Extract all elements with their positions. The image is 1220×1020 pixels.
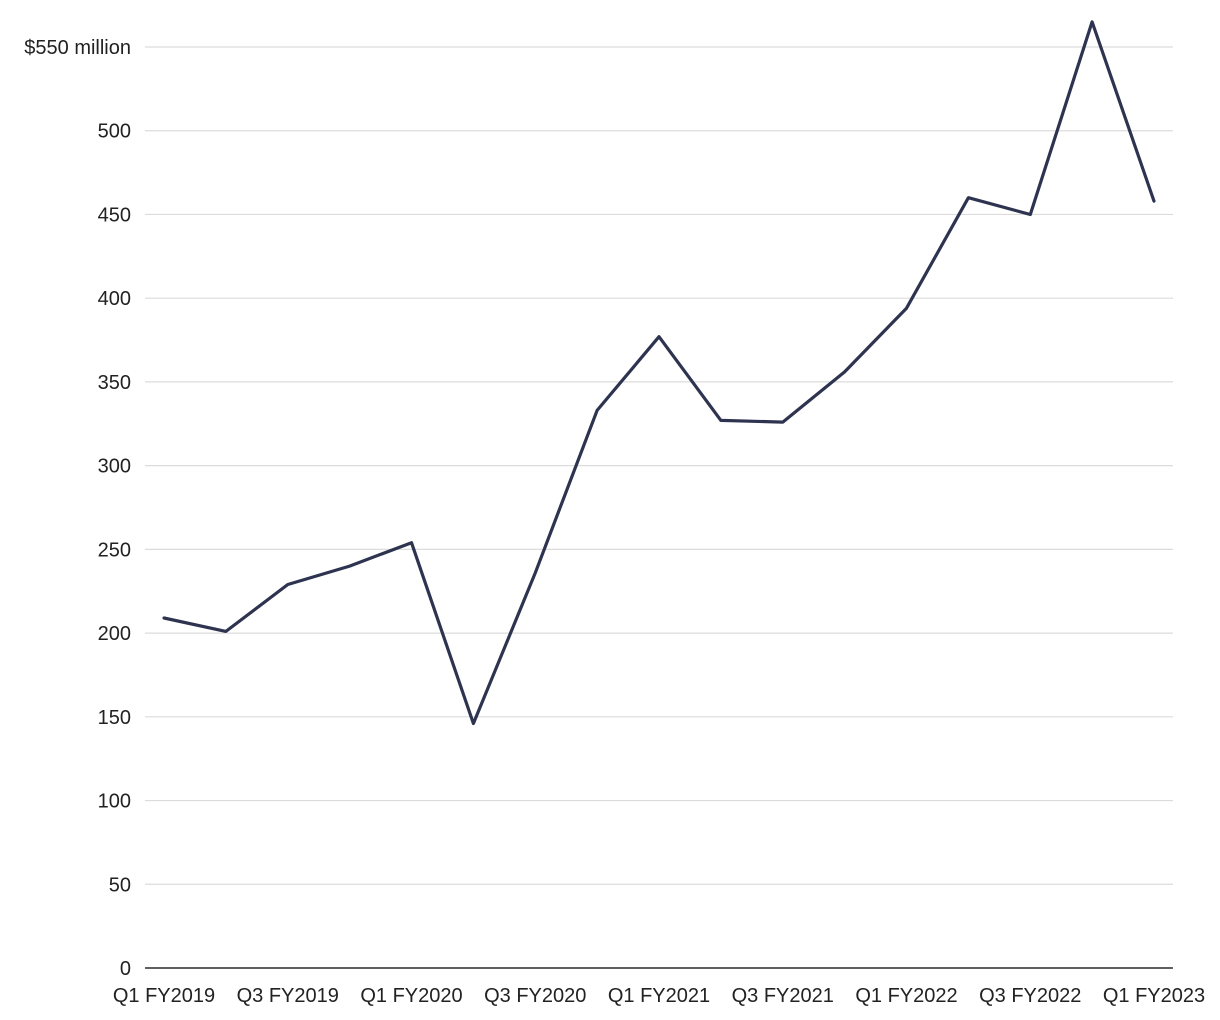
y-tick-label: 200 bbox=[98, 623, 131, 645]
x-tick-label: Q1 FY2022 bbox=[855, 985, 957, 1007]
y-tick-label: 0 bbox=[120, 958, 131, 980]
series-line bbox=[162, 20, 1156, 726]
y-tick-label: 500 bbox=[98, 121, 131, 143]
y-tick-label: 300 bbox=[98, 456, 131, 478]
x-axis-tick-labels: Q1 FY2019 Q3 FY2019 Q1 FY2020 Q3 FY2020 Q1 F… bbox=[113, 985, 1205, 1007]
y-tick-label: 150 bbox=[98, 707, 131, 729]
x-tick-label: Q3 FY2020 bbox=[484, 985, 586, 1007]
x-tick-label: Q1 FY2021 bbox=[608, 985, 710, 1007]
x-tick-label: Q3 FY2019 bbox=[237, 985, 339, 1007]
x-tick-label: Q1 FY2019 bbox=[113, 985, 215, 1007]
x-tick-label: Q3 FY2022 bbox=[979, 985, 1081, 1007]
y-tick-label: 350 bbox=[98, 372, 131, 394]
series-group bbox=[162, 20, 1156, 726]
x-tick-label: Q3 FY2021 bbox=[732, 985, 834, 1007]
gridlines bbox=[145, 46, 1173, 885]
y-tick-label: $550 million bbox=[24, 37, 131, 59]
x-tick-label: Q1 FY2020 bbox=[360, 985, 462, 1007]
y-tick-label: 400 bbox=[98, 288, 131, 310]
y-tick-label: 450 bbox=[98, 204, 131, 226]
x-tick-label: Q1 FY2023 bbox=[1103, 985, 1205, 1007]
y-axis-tick-labels: 0 50 100 150 200 250 300 350 400 450 500 $550 milli… bbox=[24, 37, 131, 980]
y-tick-label: 50 bbox=[109, 874, 131, 896]
y-tick-label: 250 bbox=[98, 539, 131, 561]
y-tick-label: 100 bbox=[98, 791, 131, 813]
